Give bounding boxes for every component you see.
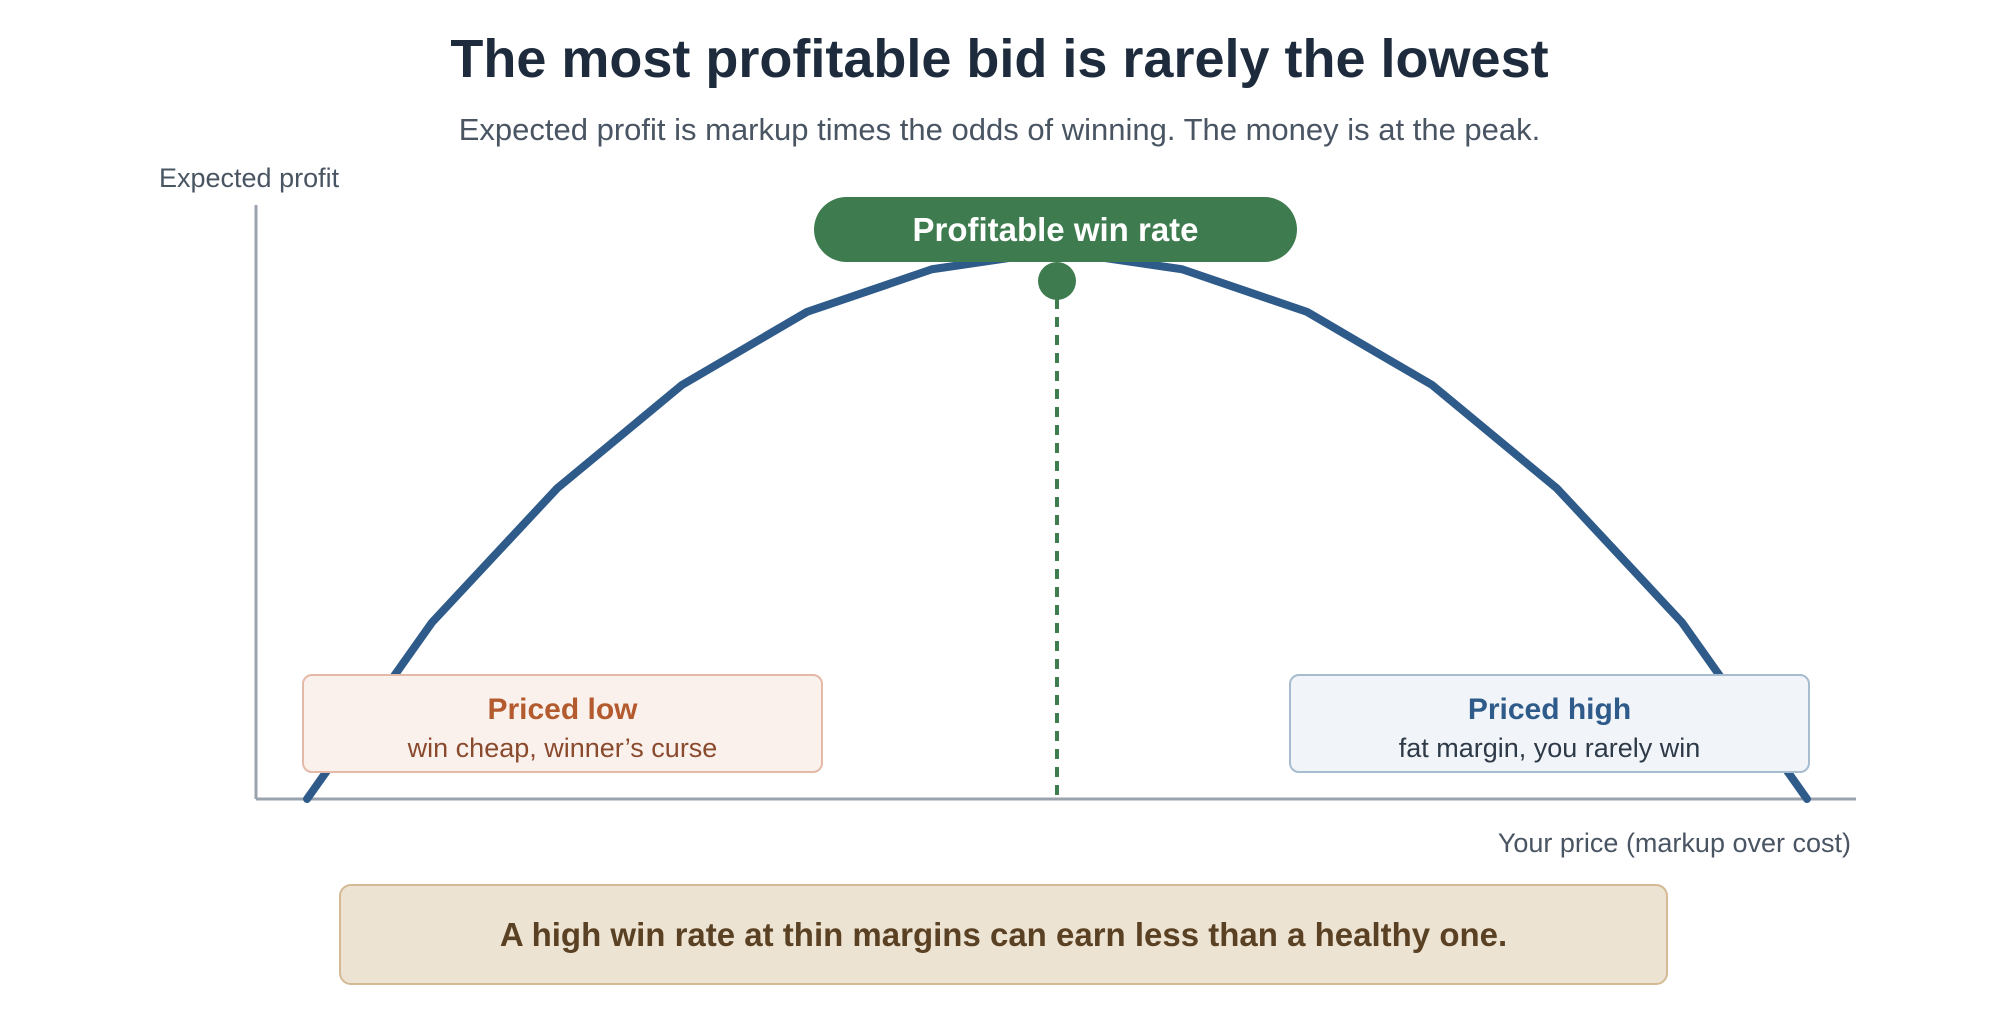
- x-axis-label: Your price (markup over cost): [1498, 828, 1851, 858]
- page-title: The most profitable bid is rarely the lo…: [450, 29, 1549, 89]
- priced-high-title: Priced high: [1467, 693, 1632, 726]
- callout-banner: A high win rate at thin margins can earn…: [339, 884, 1668, 985]
- priced-low-title: Priced low: [487, 693, 638, 726]
- priced-low-subtitle: win cheap, winner’s curse: [407, 733, 718, 763]
- peak-label-pill: Profitable win rate: [814, 197, 1297, 262]
- priced-low-box: Priced low win cheap, winner’s curse: [302, 674, 823, 773]
- y-axis-label: Expected profit: [159, 163, 340, 193]
- page-subtitle: Expected profit is markup times the odds…: [458, 112, 1541, 147]
- priced-high-box: Priced high fat margin, you rarely win: [1289, 674, 1810, 773]
- priced-high-subtitle: fat margin, you rarely win: [1398, 733, 1701, 763]
- peak-marker: [1038, 262, 1076, 300]
